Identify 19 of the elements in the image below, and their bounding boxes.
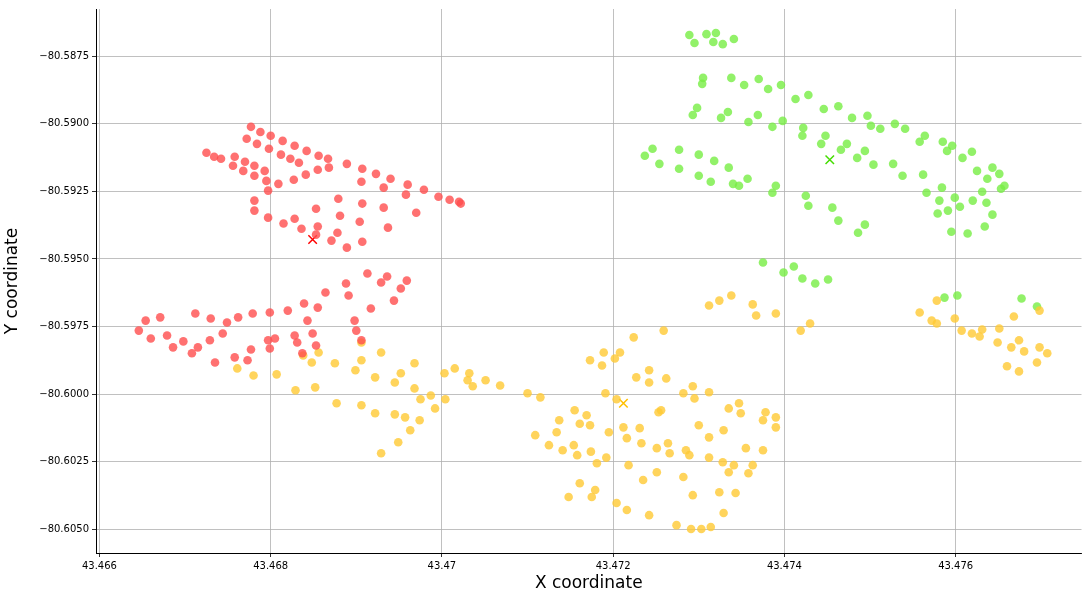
y-tick-label: −80.5875 (39, 49, 89, 61)
x-tick-label: 43.476 (938, 559, 974, 571)
y-tick-label: −80.5925 (39, 185, 89, 197)
point (618, 398, 629, 409)
point (307, 234, 318, 245)
y-axis-title: Y coordinate (0, 227, 21, 336)
x-tick-label: 43.474 (766, 559, 802, 571)
y-tick-label: −80.5950 (39, 252, 89, 264)
x-tick-label: 43.466 (81, 559, 117, 571)
y-tick-label: −80.6000 (39, 387, 89, 399)
y-tick-label: −80.5900 (39, 117, 89, 129)
x-tick-label: 43.47 (427, 559, 457, 571)
x-tick-label: 43.472 (595, 559, 631, 571)
y-tick-label: −80.6025 (39, 455, 89, 467)
y-tick-label: −80.5975 (39, 320, 89, 332)
x-tick-label: 43.468 (253, 559, 289, 571)
point (824, 154, 835, 165)
y-tick-label: −80.6050 (39, 522, 89, 534)
x-axis-title: X coordinate (534, 572, 643, 593)
